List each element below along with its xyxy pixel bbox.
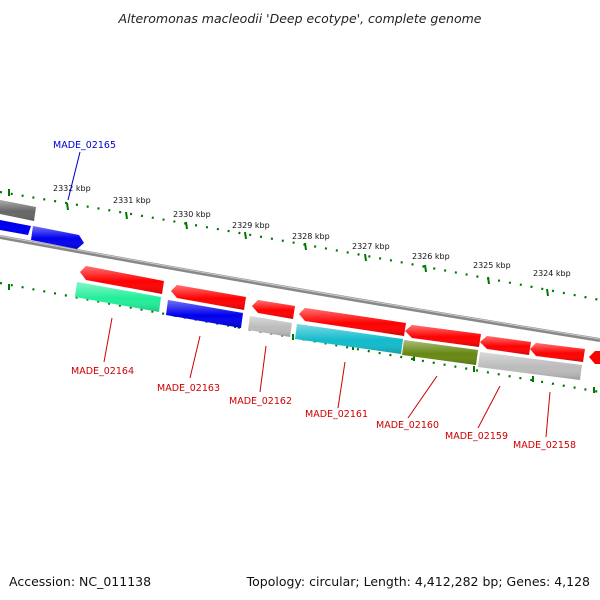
shade [166,300,243,328]
reverse-strand-features [75,266,600,380]
label-leaders [67,151,551,438]
tick-label-2330: 2330 kbp [173,210,211,219]
shade [299,308,406,336]
gene-label-02159[interactable]: MADE_02159 [445,431,508,442]
scale-ring-outer [0,190,600,302]
leader-02160 [407,375,438,419]
genome-backbone-highlight [0,235,600,340]
tick-2332 [66,202,69,211]
tick-2329 [244,231,247,240]
tick-label-2324: 2324 kbp [533,269,571,278]
genome-summary-text: Topology: circular; Length: 4,412,282 bp… [246,574,590,589]
shade [530,343,585,362]
map-title: Alteromonas macleodii 'Deep ecotype', co… [118,11,482,26]
gene-feature-dark-grey-shade [0,200,36,221]
gene-label-02165[interactable]: MADE_02165 [53,140,116,151]
leader-02158 [545,391,551,438]
leader-02165 [67,151,81,201]
leader-02161 [337,361,346,409]
shade [295,324,403,354]
tick-label-2328: 2328 kbp [292,232,330,241]
gene-label-02160[interactable]: MADE_02160 [376,420,439,431]
forward-strand-features [0,200,84,249]
gene-labels: MADE_02165 MADE_02164 MADE_02163 MADE_02… [53,140,576,451]
shade [405,325,481,347]
shade [171,285,246,310]
tick-label-2331: 2331 kbp [113,196,151,205]
tick-label-2327: 2327 kbp [352,242,390,251]
tick-2327 [364,253,367,262]
shade [480,336,531,355]
tick-2325 [487,276,490,285]
gene-label-02161[interactable]: MADE_02161 [305,409,368,420]
gene-label-02158[interactable]: MADE_02158 [513,440,576,451]
shade [75,282,161,312]
shade [80,266,164,294]
gene-label-02162[interactable]: MADE_02162 [229,396,292,407]
gene-feature-blue-left[interactable] [0,220,31,235]
tick-2326 [424,264,427,273]
tick-label-2326: 2326 kbp [412,252,450,261]
tick-2324 [546,288,549,297]
tick-2331 [125,211,128,220]
leader-02163 [189,335,201,379]
gene-feature-red-edge[interactable] [589,351,600,364]
tick-label-2332: 2332 kbp [53,184,91,193]
shade [478,352,582,380]
accession-text: Accession: NC_011138 [9,574,151,589]
leader-02162 [259,345,267,393]
shade [402,340,478,365]
tick-label-2329: 2329 kbp [232,221,270,230]
tick-2328 [304,242,307,251]
gene-feature-blue-02165-shade [31,226,84,249]
tick-label-2325: 2325 kbp [473,261,511,270]
tick-2330 [185,221,188,230]
leader-02164 [103,317,113,363]
leader-02159 [477,385,501,429]
gene-label-02164[interactable]: MADE_02164 [71,366,134,377]
gene-label-02163[interactable]: MADE_02163 [157,383,220,394]
genome-backbone [0,235,600,342]
shade [248,316,292,337]
shade [252,300,295,319]
